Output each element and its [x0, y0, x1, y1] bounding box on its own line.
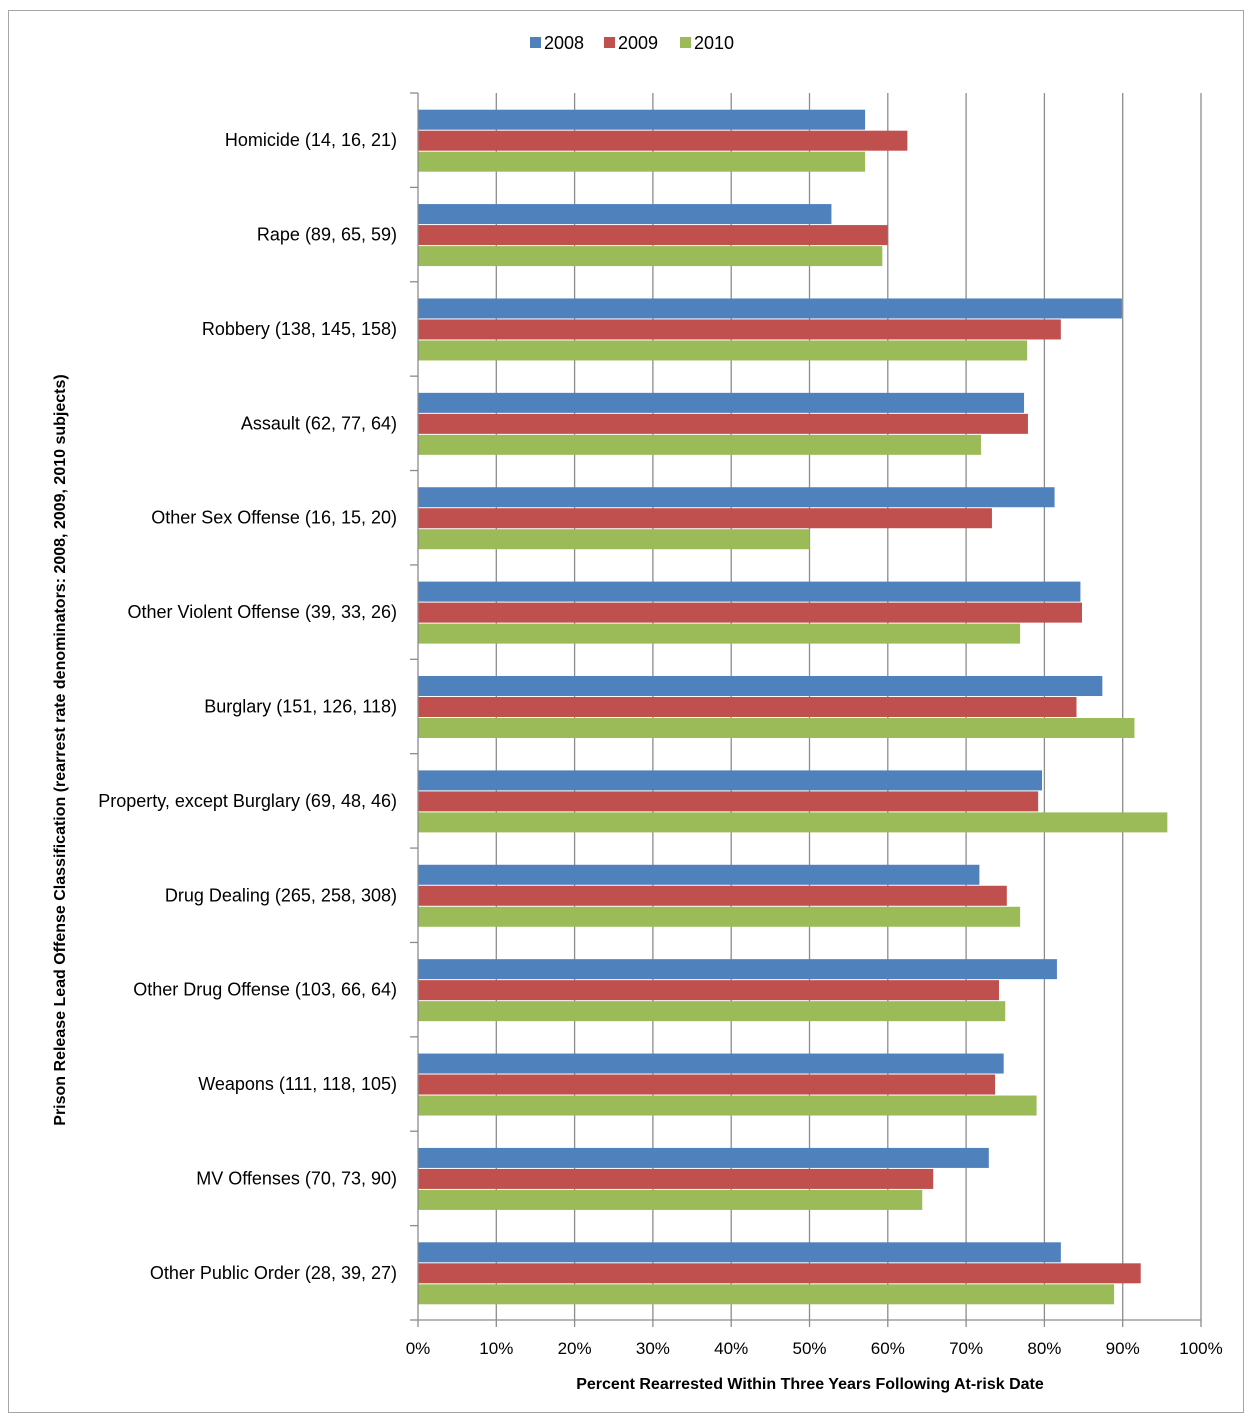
category-label: Other Drug Offense (103, 66, 64)	[133, 980, 397, 1000]
bar-2009-1	[418, 130, 908, 151]
bar-2009-12	[418, 1168, 934, 1189]
y-axis-title: Prison Release Lead Offense Classificati…	[52, 374, 69, 1125]
bar-2010-2	[418, 246, 883, 267]
bar-2008-7	[418, 676, 1103, 696]
bar-2009-9	[418, 885, 1007, 906]
legend-swatch-2010	[680, 37, 691, 48]
bar-2008-5	[418, 487, 1055, 508]
bar-2009-4	[418, 413, 1028, 434]
bar-2009-10	[418, 980, 999, 1001]
bar-2008-6	[418, 581, 1081, 602]
bar-2009-3	[418, 319, 1061, 340]
x-tick-label: 90%	[1106, 1339, 1140, 1358]
bar-2009-2	[418, 225, 888, 246]
chart-frame	[8, 10, 1244, 1413]
x-tick-label: 10%	[479, 1339, 513, 1358]
bar-2008-4	[418, 392, 1025, 413]
bar-2010-3	[418, 340, 1028, 361]
bar-2010-6	[418, 623, 1021, 644]
bar-2009-6	[418, 602, 1082, 623]
legend-swatch-2009	[604, 37, 615, 48]
legend-label-2009: 2009	[618, 33, 658, 53]
legend-label-2008: 2008	[544, 33, 584, 53]
bar-2009-11	[418, 1074, 996, 1095]
category-label: Drug Dealing (265, 258, 308)	[165, 885, 397, 905]
category-label: Burglary (151, 126, 118)	[204, 697, 397, 717]
bar-2010-5	[418, 529, 810, 550]
x-tick-label: 60%	[871, 1339, 905, 1358]
bar-2009-8	[418, 791, 1039, 812]
category-labels: Homicide (14, 16, 21) Rape (89, 65, 59) Ro…	[98, 130, 397, 1283]
bar-2008-12	[418, 1147, 989, 1168]
category-label: Other Sex Offense (16, 15, 20)	[151, 508, 397, 528]
axes	[410, 92, 1202, 1327]
bar-2010-12	[418, 1189, 923, 1210]
bars	[418, 109, 1168, 1305]
bar-2009-13	[418, 1263, 1141, 1284]
x-tick-label: 20%	[558, 1339, 592, 1358]
bar-2010-9	[418, 906, 1021, 927]
legend-swatch-2008	[530, 37, 541, 48]
bar-2010-11	[418, 1095, 1037, 1116]
category-label: Weapons (111, 118, 105)	[198, 1074, 397, 1094]
bar-2010-1	[418, 151, 866, 172]
bar-2009-7	[418, 697, 1077, 717]
bar-2010-13	[418, 1284, 1115, 1305]
x-tick-label: 40%	[714, 1339, 748, 1358]
legend-label-2010: 2010	[694, 33, 734, 53]
x-tick-label: 50%	[792, 1339, 826, 1358]
bar-2008-1	[418, 109, 866, 130]
bar-2010-10	[418, 1001, 1006, 1022]
x-tick-label: 30%	[636, 1339, 670, 1358]
category-label: Other Violent Offense (39, 33, 26)	[128, 602, 398, 622]
category-label: Rape (89, 65, 59)	[257, 225, 397, 245]
category-label: Property, except Burglary (69, 48, 46)	[98, 791, 397, 811]
bar-2008-8	[418, 770, 1043, 791]
bar-2008-3	[418, 298, 1122, 319]
category-label: Assault (62, 77, 64)	[241, 413, 397, 433]
category-label: Homicide (14, 16, 21)	[225, 130, 397, 150]
bar-2008-11	[418, 1053, 1004, 1074]
bar-2008-10	[418, 959, 1057, 980]
x-tick-labels: 0% 10% 20% 30% 40% 50% 60% 70% 80% 90% 100%	[406, 1339, 1223, 1358]
bar-2010-8	[418, 812, 1168, 833]
bar-2008-9	[418, 864, 980, 885]
legend: 2008 2009 2010	[530, 33, 734, 53]
category-label: Other Public Order (28, 39, 27)	[150, 1263, 397, 1283]
category-label: MV Offenses (70, 73, 90)	[196, 1168, 397, 1188]
category-label: Robbery (138, 145, 158)	[202, 319, 397, 339]
bar-2010-7	[418, 718, 1135, 738]
x-tick-label: 0%	[406, 1339, 431, 1358]
bar-2010-4	[418, 434, 981, 455]
x-tick-label: 80%	[1027, 1339, 1061, 1358]
x-axis-title: Percent Rearrested Within Three Years Fo…	[576, 1376, 1044, 1393]
x-tick-label: 70%	[949, 1339, 983, 1358]
bar-2008-13	[418, 1242, 1061, 1263]
bar-2008-2	[418, 204, 832, 225]
bar-2009-5	[418, 508, 992, 529]
x-tick-label: 100%	[1179, 1339, 1222, 1358]
